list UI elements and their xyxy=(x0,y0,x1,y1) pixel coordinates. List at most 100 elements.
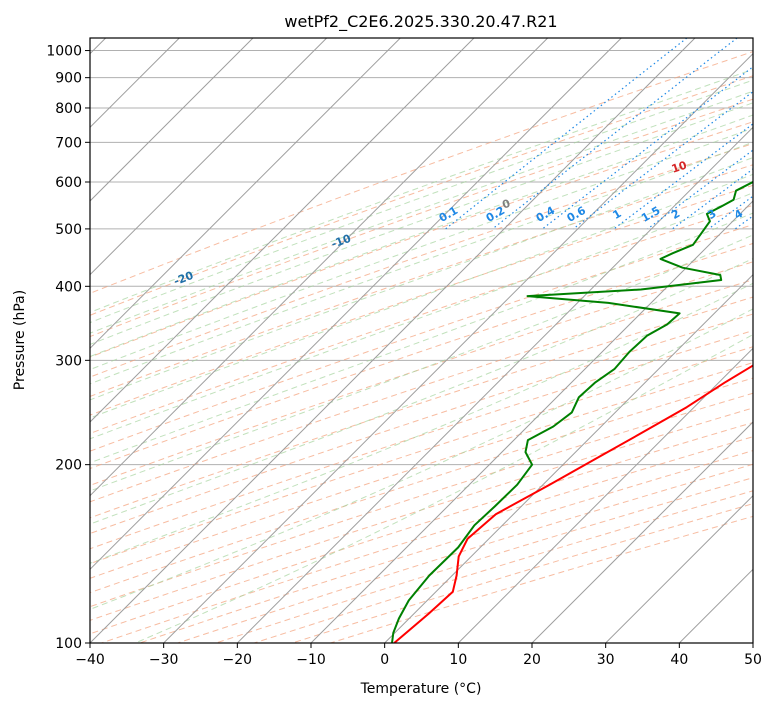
isotherm xyxy=(90,38,475,423)
y-tick-label: 600 xyxy=(55,175,82,191)
dry-adiabat xyxy=(90,143,753,378)
dry-adiabat xyxy=(90,224,753,452)
dry-adiabat xyxy=(177,463,753,643)
mixing-ratio-line xyxy=(672,168,753,230)
dry-adiabat xyxy=(90,204,753,434)
plot-frame xyxy=(89,37,754,644)
moist-adiabat xyxy=(90,157,753,401)
y-axis-ticks: 100 200 300 400 500 600 700 800 900 1000 xyxy=(46,44,90,652)
x-axis-ticks: −40 −30 −20 −10 0 10 20 30 40 50 xyxy=(75,643,762,668)
dry-adiabat-label: -20 xyxy=(172,269,196,288)
mixing-ratio-line xyxy=(647,149,753,230)
isotherm xyxy=(90,38,401,350)
isotherm xyxy=(90,38,254,202)
x-tick-label: 40 xyxy=(670,652,688,668)
x-tick-label: 0 xyxy=(380,652,389,668)
dry-adiabat xyxy=(90,164,753,397)
y-tick-label: 800 xyxy=(55,101,82,117)
mixing-ratio-label: 0.4 xyxy=(534,204,558,225)
x-tick-label: −20 xyxy=(223,652,253,668)
moist-adiabat xyxy=(90,114,753,358)
isotherm xyxy=(163,52,753,643)
isotherm xyxy=(90,38,549,497)
dry-adiabat xyxy=(90,184,753,416)
moist-adiabat xyxy=(90,258,753,525)
x-tick-label: −10 xyxy=(296,652,326,668)
y-tick-label: 300 xyxy=(55,353,82,369)
moist-adiabat xyxy=(90,308,753,610)
y-tick-label: 700 xyxy=(55,135,82,151)
isotherm xyxy=(90,38,622,571)
chart-title: wetPf2_C2E6.2025.330.20.47.R21 xyxy=(284,12,557,32)
dry-adiabat xyxy=(90,51,753,294)
moist-adiabat xyxy=(90,90,753,334)
dry-adiabat-label: -10 xyxy=(330,232,353,251)
mixing-ratio-label: 1 xyxy=(610,207,623,222)
x-tick-label: −40 xyxy=(75,652,105,668)
dry-adiabat xyxy=(90,242,753,470)
mixing-ratio-line xyxy=(492,38,738,230)
moist-adiabat xyxy=(90,141,753,385)
profile-series xyxy=(391,180,753,643)
x-tick-label: 20 xyxy=(523,652,541,668)
x-tick-label: −30 xyxy=(149,652,179,668)
x-tick-label: 10 xyxy=(449,652,467,668)
x-tick-label: 50 xyxy=(744,652,762,668)
dry-adiabat-label: 10 xyxy=(670,159,689,176)
moist-adiabat xyxy=(90,173,753,419)
moist-adiabat xyxy=(90,79,753,324)
mixing-ratio-lines xyxy=(445,38,753,230)
dry-adiabat xyxy=(90,296,753,519)
x-axis-label: Temperature (°C) xyxy=(360,681,482,697)
isotherm xyxy=(310,200,753,643)
x-tick-label: 30 xyxy=(597,652,615,668)
dry-adiabat xyxy=(90,377,753,594)
dry-adiabat xyxy=(90,75,753,316)
profile-line-0 xyxy=(393,364,753,643)
mixing-ratio-line xyxy=(445,38,688,230)
dry-adiabat xyxy=(90,121,753,358)
isotherm xyxy=(678,568,753,643)
dry-adiabat xyxy=(90,362,753,579)
dry-adiabat xyxy=(90,279,753,503)
dry-adiabat xyxy=(90,346,753,565)
isotherm xyxy=(90,38,696,643)
isotherm xyxy=(531,421,753,643)
y-tick-label: 400 xyxy=(55,279,82,295)
dry-adiabat xyxy=(330,515,753,643)
moist-adiabat xyxy=(135,333,753,643)
dry-adiabat xyxy=(90,98,753,338)
mixing-ratio-line xyxy=(572,90,753,230)
dry-adiabat xyxy=(101,436,753,643)
skewed-isotherms xyxy=(90,38,753,643)
isotherm xyxy=(90,38,328,276)
y-tick-label: 500 xyxy=(55,222,82,238)
dry-adiabat xyxy=(90,330,753,550)
y-tick-label: 200 xyxy=(55,458,82,474)
dry-adiabats xyxy=(90,51,753,643)
isotherm xyxy=(457,347,753,643)
dry-adiabat xyxy=(90,392,753,608)
moist-adiabat xyxy=(90,212,753,464)
dry-adiabat xyxy=(90,313,753,535)
profile-line-1 xyxy=(391,180,753,643)
y-tick-label: 100 xyxy=(55,636,82,652)
dry-adiabat-label: 0 xyxy=(500,197,512,212)
moist-adiabat xyxy=(90,102,753,345)
moist-adiabats xyxy=(90,68,753,643)
moist-adiabat xyxy=(90,192,753,440)
moist-adiabat xyxy=(90,234,753,492)
pressure-gridlines xyxy=(90,50,753,643)
isotherm xyxy=(605,494,753,643)
y-tick-label: 1000 xyxy=(46,44,82,60)
dry-adiabat xyxy=(292,503,753,643)
isotherm xyxy=(236,126,753,643)
y-tick-label: 900 xyxy=(55,71,82,87)
mixing-ratio-label: 2 xyxy=(669,207,682,222)
isotherm xyxy=(752,642,753,643)
isotherm xyxy=(384,273,753,643)
moist-adiabat xyxy=(90,282,753,564)
dry-adiabat xyxy=(90,261,753,486)
y-axis-label: Pressure (hPa) xyxy=(12,290,28,390)
